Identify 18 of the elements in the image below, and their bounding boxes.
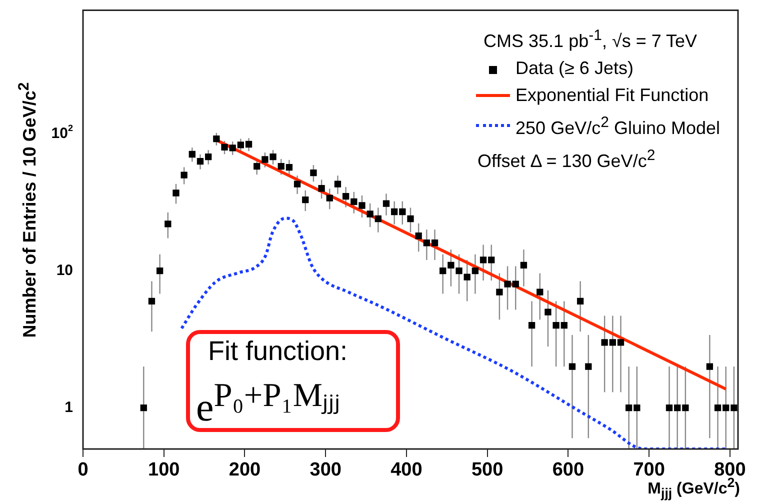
- x-tick-label: 200: [228, 460, 261, 481]
- x-tick-label: 600: [552, 460, 584, 481]
- x-tick-label: 700: [633, 460, 665, 481]
- annotation: Offset Δ = 130 GeV/c$^{2}$: [478, 146, 656, 173]
- x-tick-label: 300: [310, 460, 342, 481]
- legend-label: 250 GeV/c$^{2}$ Gluino Model: [516, 113, 720, 140]
- x-tick-label: 0: [78, 460, 88, 481]
- legend-label: Data (≥ 6 Jets): [516, 57, 634, 80]
- annotation: e$^{P₀+P₁Mⱼⱼⱼ}$: [196, 376, 341, 432]
- legend-label: Exponential Fit Function: [516, 84, 709, 107]
- x-tick-label: 500: [471, 460, 504, 481]
- y-tick-label: 1: [64, 398, 73, 416]
- y-tick-label: 10: [56, 262, 74, 279]
- x-tick-label: 400: [390, 460, 422, 481]
- line-series: [180, 216, 728, 449]
- legend-title: CMS 35.1 pb$^{-1}$, √s = 7 TeV: [484, 26, 698, 53]
- x-tick-label: 100: [148, 460, 180, 481]
- annotation: Fit function:: [208, 336, 348, 367]
